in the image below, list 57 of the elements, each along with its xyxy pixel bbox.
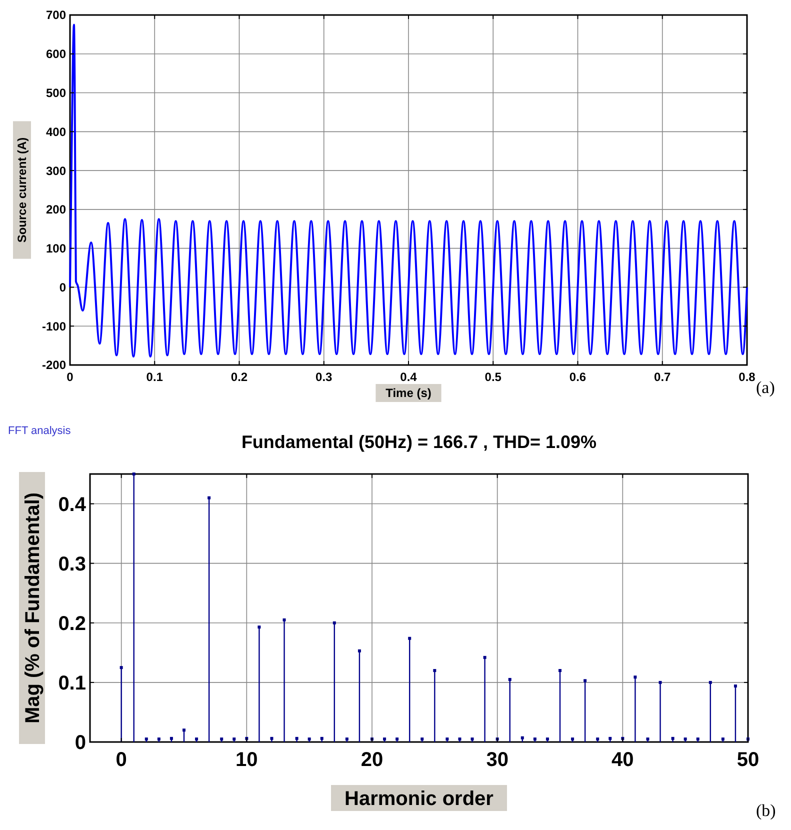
point (120, 666, 123, 670)
point (182, 728, 186, 732)
x-tick-label: 0.5 (484, 370, 502, 384)
point (433, 669, 436, 672)
x-tick-label: 50 (736, 749, 760, 771)
point (708, 680, 712, 684)
y-tick-label: 500 (46, 86, 66, 100)
text: (b) (756, 801, 776, 820)
y-tick-label: 100 (46, 242, 66, 256)
y-tick-label: 0.2 (58, 612, 86, 635)
point (634, 676, 637, 679)
point (132, 472, 136, 476)
y-axis-title: Source current (A) (15, 137, 30, 243)
x-tick-label: 0.1 (146, 370, 164, 384)
point (558, 669, 562, 672)
y-tick-label: 200 (46, 202, 66, 217)
x-tick-label: 0.7 (654, 370, 672, 384)
x-tick-label: 0.6 (569, 370, 586, 384)
y-tick-label: -100 (42, 319, 66, 334)
x-tick-label: 0.4 (400, 370, 418, 384)
point (208, 496, 211, 500)
x-axis-title: Harmonic order (344, 788, 494, 810)
text: FFT analysis (8, 425, 72, 437)
y-tick-label: 600 (46, 47, 66, 62)
y-tick-label: 0 (74, 732, 86, 754)
chart-title: Fundamental (50Hz) = 166.7 , THD= 1.09% (241, 432, 597, 452)
point (520, 736, 524, 740)
y-tick-label: 0.3 (58, 553, 86, 576)
x-tick-label: 40 (612, 749, 634, 771)
point (332, 621, 336, 624)
x-tick-label: 0 (116, 749, 127, 771)
x-tick-label: 0.2 (230, 370, 248, 384)
point (584, 679, 587, 682)
x-tick-label: 0.8 (738, 370, 756, 384)
x-tick-label: 0.3 (316, 370, 333, 384)
y-axis-title: Mag (% of Fundamental) (22, 492, 44, 724)
point (734, 684, 737, 688)
y-tick-label: 0 (59, 280, 66, 294)
line-series (69, 24, 748, 358)
point (508, 678, 512, 681)
x-tick-label: 10 (236, 749, 258, 771)
point (483, 656, 486, 659)
text: (a) (756, 378, 775, 397)
y-tick-label: 0.4 (58, 494, 87, 516)
y-tick-label: 0.1 (58, 672, 86, 694)
y-tick-label: -200 (42, 358, 66, 372)
x-tick-label: 20 (360, 749, 384, 771)
y-tick-label: 400 (46, 124, 66, 139)
point (658, 680, 662, 684)
point (282, 618, 286, 622)
y-tick-label: 300 (46, 164, 66, 178)
point (258, 626, 261, 629)
point (408, 636, 412, 640)
x-tick-label: 30 (486, 749, 508, 771)
y-tick-label: 700 (46, 8, 66, 22)
point (358, 649, 361, 652)
x-axis-title: Time (s) (386, 386, 432, 400)
